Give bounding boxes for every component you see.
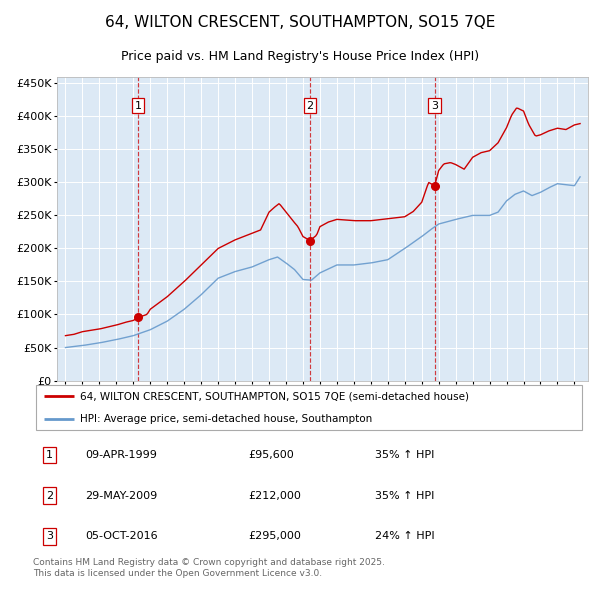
Text: HPI: Average price, semi-detached house, Southampton: HPI: Average price, semi-detached house,… (80, 414, 372, 424)
Text: 29-MAY-2009: 29-MAY-2009 (85, 491, 158, 500)
Text: 3: 3 (46, 532, 53, 542)
Text: 09-APR-1999: 09-APR-1999 (85, 450, 157, 460)
FancyBboxPatch shape (36, 385, 582, 430)
Text: 2: 2 (307, 100, 314, 110)
Text: £295,000: £295,000 (248, 532, 301, 542)
Text: 2: 2 (46, 491, 53, 500)
Text: 64, WILTON CRESCENT, SOUTHAMPTON, SO15 7QE (semi-detached house): 64, WILTON CRESCENT, SOUTHAMPTON, SO15 7… (80, 391, 469, 401)
Text: 1: 1 (46, 450, 53, 460)
Text: 35% ↑ HPI: 35% ↑ HPI (375, 491, 434, 500)
Text: £212,000: £212,000 (248, 491, 301, 500)
Text: 3: 3 (431, 100, 438, 110)
Text: 05-OCT-2016: 05-OCT-2016 (85, 532, 158, 542)
Text: £95,600: £95,600 (248, 450, 294, 460)
Text: 64, WILTON CRESCENT, SOUTHAMPTON, SO15 7QE: 64, WILTON CRESCENT, SOUTHAMPTON, SO15 7… (105, 15, 495, 30)
Text: 35% ↑ HPI: 35% ↑ HPI (375, 450, 434, 460)
Text: 24% ↑ HPI: 24% ↑ HPI (375, 532, 435, 542)
Text: Price paid vs. HM Land Registry's House Price Index (HPI): Price paid vs. HM Land Registry's House … (121, 50, 479, 63)
Text: 1: 1 (134, 100, 142, 110)
Text: Contains HM Land Registry data © Crown copyright and database right 2025.
This d: Contains HM Land Registry data © Crown c… (33, 558, 385, 578)
